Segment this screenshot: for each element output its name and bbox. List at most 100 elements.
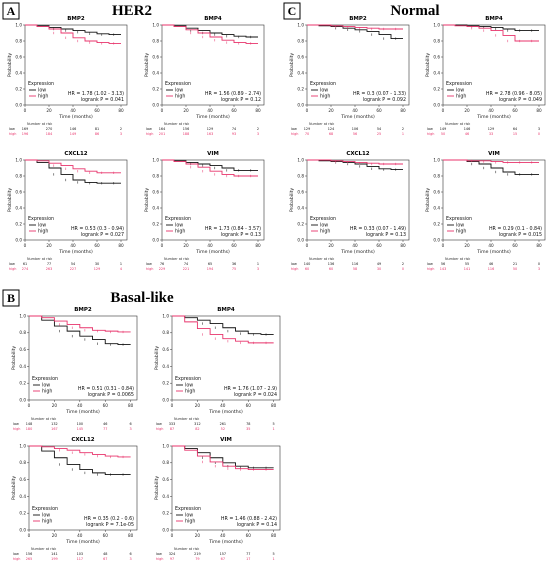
panel-c-header: C Normal [283,2,440,20]
km-plot-b-bmp4: BMP4 0.0 0.2 0.4 0.6 0.8 1.0 0 20 40 60 80 Time (mon… [154,307,281,431]
risk-count-low: 30 [95,262,99,266]
risk-row-label-high: high [9,132,16,136]
x-tick-label: 80 [128,533,134,538]
hazard-ratio: HR = 0.3 (0.07 - 1.33) [353,91,406,97]
y-axis-label: Probability [7,53,13,78]
risk-count-high: 15 [513,132,517,136]
y-axis-label: Probability [11,346,17,371]
risk-count-low: 36 [232,262,236,266]
y-tick-label: 0.8 [433,38,440,43]
y-tick-label: 0.8 [19,330,26,335]
hazard-ratio: HR = 0.53 (0.3 - 0.94) [71,226,124,232]
x-tick-label: 40 [488,243,494,248]
legend-title: Expression [165,81,191,87]
x-tick-label: 20 [183,108,189,113]
y-tick-label: 0.0 [152,237,159,242]
risk-count-low: 149 [440,127,446,131]
y-tick-label: 0.8 [152,38,159,43]
risk-count-high: 274 [22,267,28,271]
risk-count-low: 55 [465,262,469,266]
y-tick-label: 0.6 [19,347,26,352]
x-axis-label: Time (months) [58,249,93,255]
risk-count-low: 146 [70,127,76,131]
y-axis-label: Probability [11,476,17,501]
y-tick-label: 0.0 [162,527,169,532]
risk-count-high: 50 [441,132,445,136]
risk-count-low: 0 [538,262,540,266]
risk-row-label-low: low [156,422,162,426]
y-axis-label: Probability [289,188,295,213]
hazard-ratio: HR = 1.56 (0.89 - 2.74) [205,91,261,97]
risk-count-high: 50 [513,267,517,271]
y-tick-label: 1.0 [297,157,304,162]
risk-count-low: 74 [184,262,188,266]
risk-count-high: 70 [305,132,309,136]
risk-row-label-high: high [291,267,298,271]
x-tick-label: 0 [24,243,27,248]
risk-count-low: 3 [538,127,540,131]
y-tick-label: 0.4 [433,205,440,210]
x-tick-label: 0 [28,533,31,538]
risk-count-low: 2 [402,262,404,266]
logrank-p: logrank P = 0.024 [234,392,277,398]
panel-b-letter-box [2,289,20,307]
y-tick-label: 0.4 [152,70,159,75]
risk-row-label-low: low [427,127,433,131]
risk-row-label-high: high [156,427,163,431]
risk-row-label-low: low [9,127,15,131]
km-curve-low [443,24,539,32]
x-tick-label: 40 [207,108,213,113]
x-tick-label: 60 [103,403,109,408]
risk-table-title: Number at risk [27,122,52,126]
risk-count-low: 6 [130,552,132,556]
risk-count-high: 79 [195,557,199,561]
plot-frame [28,315,138,401]
legend-label-low: low [456,88,464,94]
risk-count-high: 93 [232,132,236,136]
risk-count-high: 0 [402,267,404,271]
risk-count-high: 116 [488,267,494,271]
risk-count-low: 140 [304,262,310,266]
y-tick-label: 1.0 [162,443,169,448]
hazard-ratio: HR = 0.33 (0.07 - 1.49) [350,226,406,232]
y-tick-label: 0.2 [297,221,304,226]
y-tick-label: 0.0 [297,237,304,242]
y-tick-label: 0.4 [297,205,304,210]
risk-count-low: 5 [273,422,275,426]
risk-count-high: 56 [353,132,357,136]
km-curve-high [162,24,258,44]
y-tick-label: 0.6 [152,189,159,194]
logrank-p: logrank P = 0.092 [363,97,406,103]
plot-frame [442,24,546,106]
risk-count-high: 87 [170,427,174,431]
km-plot-c-vim: VIM 0.0 0.2 0.4 0.6 0.8 1.0 0 20 40 60 80 Time (mont… [425,151,546,271]
x-tick-label: 20 [464,243,470,248]
logrank-p: logrank P = 7.1e-05 [86,522,134,528]
risk-count-high: 149 [70,132,76,136]
y-tick-label: 0.2 [152,86,159,91]
logrank-p: logrank P = 0.13 [366,232,406,238]
risk-count-high: 143 [440,267,446,271]
logrank-p: logrank P = 0.12 [221,97,261,103]
x-tick-label: 40 [77,533,83,538]
km-curve-high [443,24,539,42]
risk-count-low: 129 [488,127,494,131]
risk-count-high: 25 [377,132,381,136]
x-tick-label: 60 [231,108,237,113]
km-curve-high [443,159,539,163]
x-axis-label: Time (months) [208,409,243,415]
y-tick-label: 0.4 [15,205,22,210]
risk-count-low: 61 [23,262,27,266]
x-tick-label: 80 [118,108,124,113]
plot-title: VIM [488,151,500,157]
x-tick-label: 80 [400,108,406,113]
risk-count-high: 58 [353,267,357,271]
x-tick-label: 60 [94,243,100,248]
risk-count-high: 167 [51,427,57,431]
km-plot-a-cxcl12: CXCL12 0.0 0.2 0.4 0.6 0.8 1.0 0 20 40 60 80 Time (m… [7,151,128,271]
y-tick-label: 0.0 [152,102,159,107]
y-tick-label: 0.4 [433,70,440,75]
y-tick-label: 1.0 [15,157,22,162]
x-tick-label: 40 [77,403,83,408]
y-tick-label: 0.0 [433,102,440,107]
